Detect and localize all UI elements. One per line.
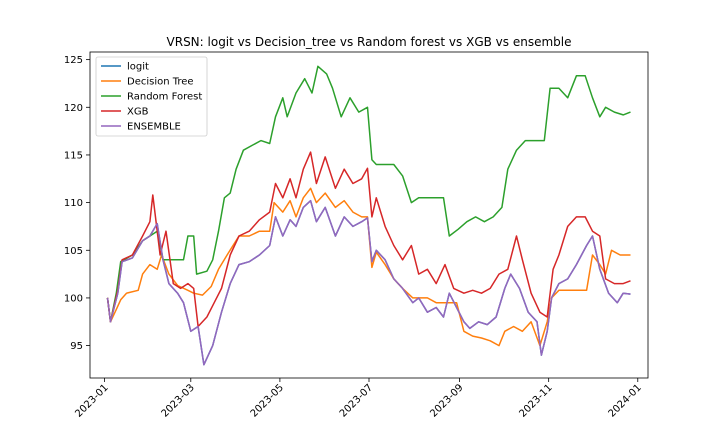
series-line-xgb xyxy=(106,151,631,328)
legend-label: logit xyxy=(127,62,149,73)
series-line-random-forest xyxy=(106,65,631,323)
legend-label: Decision Tree xyxy=(127,77,194,88)
y-tick-label: 105 xyxy=(64,246,83,257)
y-tick-label: 95 xyxy=(70,341,83,352)
series-layer xyxy=(106,65,631,366)
legend-label: XGB xyxy=(127,107,149,118)
y-tick-label: 115 xyxy=(64,150,83,161)
legend-label: ENSEMBLE xyxy=(127,122,181,133)
y-tick-label: 110 xyxy=(64,198,83,209)
series-line-decision-tree xyxy=(106,187,631,347)
y-tick-label: 100 xyxy=(64,293,83,304)
y-tick-label: 120 xyxy=(64,103,83,114)
y-axis: 95 100 105 110 115 120 125 xyxy=(64,55,90,352)
series-line-ensemble xyxy=(106,199,631,366)
legend-box xyxy=(95,56,208,137)
legend: logit Decision Tree Random Forest XGB ENSEMB… xyxy=(95,56,208,137)
y-tick-label: 125 xyxy=(64,55,83,66)
legend-label: Random Forest xyxy=(127,92,202,103)
chart-title: VRSN: logit vs Decision_tree vs Random f… xyxy=(167,35,572,49)
